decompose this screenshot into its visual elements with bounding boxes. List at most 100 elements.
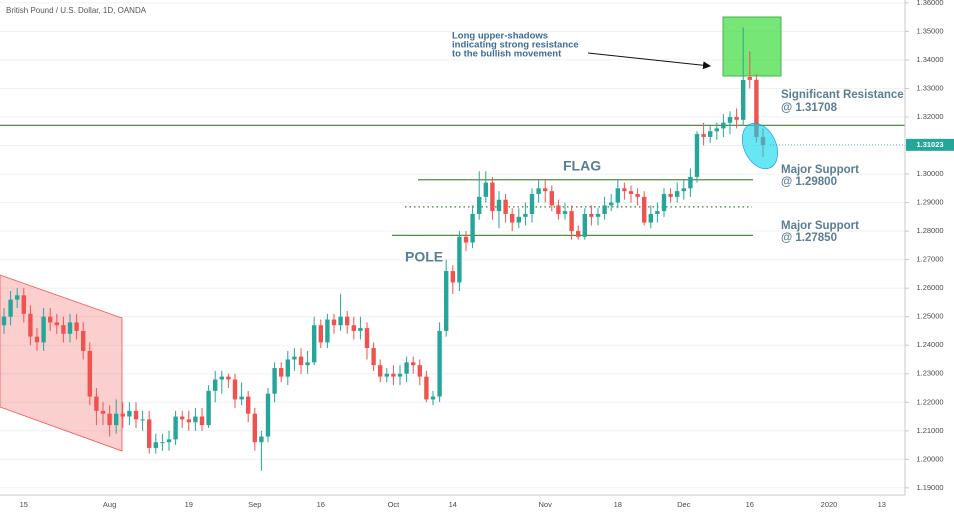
candle-body xyxy=(503,199,508,214)
candle-body xyxy=(41,316,46,343)
x-tick-label: 13 xyxy=(878,500,886,509)
annotation-text: to the bullish movement xyxy=(452,49,562,60)
candle-body xyxy=(147,419,152,448)
y-tick-label: 1.27000 xyxy=(916,255,943,264)
candle-body xyxy=(338,316,343,326)
candle-body xyxy=(589,213,594,217)
candle-body xyxy=(655,211,660,214)
bearish-channel xyxy=(0,274,123,452)
y-tick-label: 1.20000 xyxy=(916,454,943,463)
candle-body xyxy=(457,236,462,283)
candle-body xyxy=(721,122,726,129)
candle-body xyxy=(312,325,317,363)
candle-body xyxy=(94,396,99,411)
candle-body xyxy=(569,211,574,232)
level-label: @ 1.31708 xyxy=(781,102,838,114)
candle-body xyxy=(483,182,488,197)
candle-body xyxy=(404,362,409,374)
x-tick-label: 16 xyxy=(317,500,325,509)
candle-body xyxy=(81,330,86,351)
last-price-box xyxy=(906,138,954,151)
candle-body xyxy=(549,191,554,206)
y-tick-label: 1.26000 xyxy=(916,283,943,292)
candle-body xyxy=(48,316,53,323)
candle-body xyxy=(628,191,634,195)
candle-body xyxy=(490,182,495,212)
x-tick-label: 15 xyxy=(20,500,28,509)
candle-body xyxy=(1,316,7,326)
candle-body xyxy=(371,348,376,366)
y-tick-label: 1.30000 xyxy=(916,169,943,178)
x-tick-label: 14 xyxy=(449,500,457,509)
flag-label: FLAG xyxy=(563,158,601,174)
candle-body xyxy=(246,396,251,414)
x-tick-label: 18 xyxy=(614,500,622,509)
candle-body xyxy=(609,202,614,206)
y-tick-label: 1.35000 xyxy=(916,26,943,35)
candle-body xyxy=(206,390,211,426)
y-tick-label: 1.32000 xyxy=(916,112,943,121)
x-tick-label: 16 xyxy=(746,500,754,509)
candle-body xyxy=(635,194,640,197)
candle-body xyxy=(424,376,429,400)
candle-body xyxy=(265,393,271,437)
y-tick-label: 1.33000 xyxy=(916,83,943,92)
candle-body xyxy=(61,325,66,334)
candle-body xyxy=(219,376,224,380)
y-tick-label: 1.21000 xyxy=(916,426,943,435)
candles xyxy=(1,27,766,471)
price-axis xyxy=(905,0,954,495)
candle-body xyxy=(127,410,132,417)
candle-body xyxy=(173,416,178,440)
candle-body xyxy=(556,205,561,214)
y-tick-label: 1.34000 xyxy=(916,55,943,64)
level-label: Major Support xyxy=(781,220,859,232)
y-tick-label: 1.23000 xyxy=(916,369,943,378)
candle-body xyxy=(153,442,158,448)
candle-body xyxy=(602,205,607,214)
x-tick-label: Dec xyxy=(677,500,691,509)
candle-body xyxy=(543,188,548,192)
highlight-ellipse xyxy=(742,122,778,170)
candle-body xyxy=(576,231,581,237)
candle-body xyxy=(701,134,706,137)
candle-body xyxy=(305,362,310,366)
candle-body xyxy=(259,436,264,443)
x-tick-label: Aug xyxy=(103,500,116,509)
candle-body xyxy=(292,356,297,360)
annotation-arrow xyxy=(587,52,711,70)
candle-body xyxy=(727,116,733,123)
candle-body xyxy=(477,196,482,214)
candle-body xyxy=(470,213,475,243)
candle-body xyxy=(384,373,389,377)
candle-body xyxy=(140,419,145,421)
pole-label: POLE xyxy=(405,249,443,265)
candle-body xyxy=(100,410,106,414)
candle-body xyxy=(8,299,13,317)
candle-body xyxy=(397,373,403,377)
candle-body xyxy=(391,373,396,377)
candle-body xyxy=(252,413,257,443)
candle-body xyxy=(714,128,719,132)
y-tick-label: 1.36000 xyxy=(916,0,943,7)
level-label: Significant Resistance xyxy=(781,89,904,101)
candle-body xyxy=(516,216,521,223)
candle-body xyxy=(463,236,469,243)
candle-body xyxy=(193,416,198,423)
candle-body xyxy=(285,359,290,377)
candle-body xyxy=(510,213,515,223)
level-label: @ 1.29800 xyxy=(781,176,837,188)
candle-body xyxy=(747,77,752,80)
candle-body xyxy=(378,365,383,377)
y-tick-label: 1.25000 xyxy=(916,312,943,321)
shadow-box xyxy=(722,16,782,77)
candle-body xyxy=(186,419,191,423)
candle-body xyxy=(694,134,700,177)
candle-body xyxy=(622,188,627,192)
candle-body xyxy=(523,213,528,217)
x-tick-label: Sep xyxy=(248,500,261,509)
candle-body xyxy=(430,396,436,400)
candle-body xyxy=(345,316,350,326)
candle-body xyxy=(741,79,746,120)
